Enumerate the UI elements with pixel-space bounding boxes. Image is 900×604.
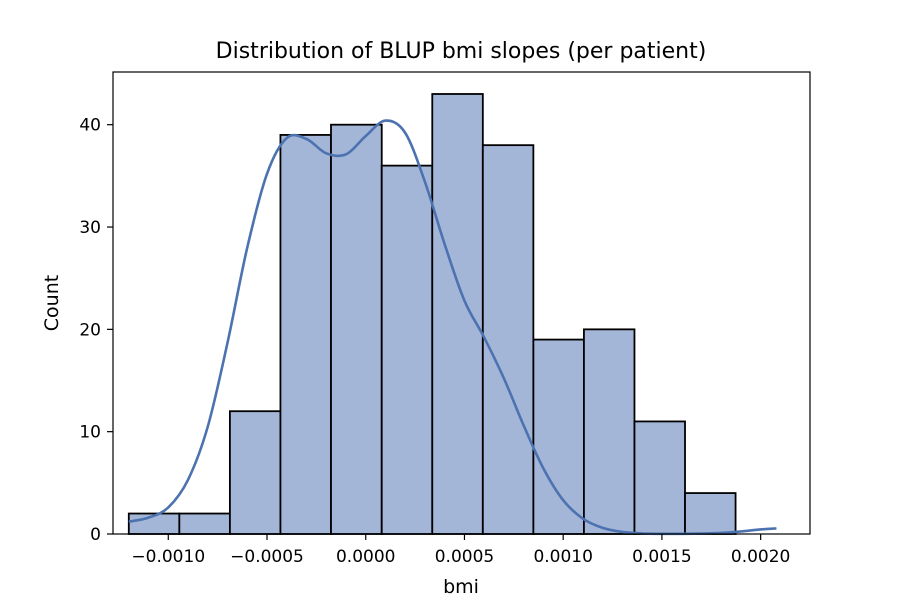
y-tick-label: 40: [79, 116, 101, 136]
histogram-bar: [178, 512, 231, 535]
x-tick-label: 0.0005: [435, 547, 494, 567]
histogram-bar: [481, 144, 535, 535]
x-tick-label: 0.0015: [632, 547, 691, 567]
histogram-bar: [633, 420, 686, 535]
x-tick-label: 0.0010: [533, 547, 592, 567]
histogram-bar: [583, 328, 636, 535]
y-tick-label: 10: [79, 423, 101, 443]
histogram-bar: [684, 492, 737, 535]
histogram-bar: [279, 134, 332, 535]
histogram-bar: [431, 93, 484, 535]
histogram-bars: [127, 93, 737, 535]
histogram-bar: [380, 164, 434, 535]
plot-frame: [112, 71, 811, 535]
y-tick-label: 20: [79, 320, 101, 340]
y-axis-ticks: 0 10 20 30 40: [79, 116, 113, 545]
chart-title: Distribution of BLUP bmi slopes (per pat…: [216, 39, 707, 64]
x-tick-label: −0.0005: [230, 547, 304, 567]
histogram-bar: [330, 123, 383, 535]
x-tick-label: 0.0000: [336, 547, 395, 567]
x-tick-label: 0.0020: [731, 547, 790, 567]
x-axis-ticks: −0.0010 −0.0005 0.0000 0.0005 0.0010 0.0015 0.…: [131, 534, 790, 567]
histogram-bar: [228, 410, 282, 535]
y-tick-label: 30: [79, 218, 101, 238]
histogram-bar: [532, 338, 585, 535]
y-tick-label: 0: [90, 525, 101, 545]
x-tick-label: −0.0010: [131, 547, 205, 567]
x-axis-label: bmi: [443, 576, 479, 598]
y-axis-label: Count: [41, 275, 63, 331]
